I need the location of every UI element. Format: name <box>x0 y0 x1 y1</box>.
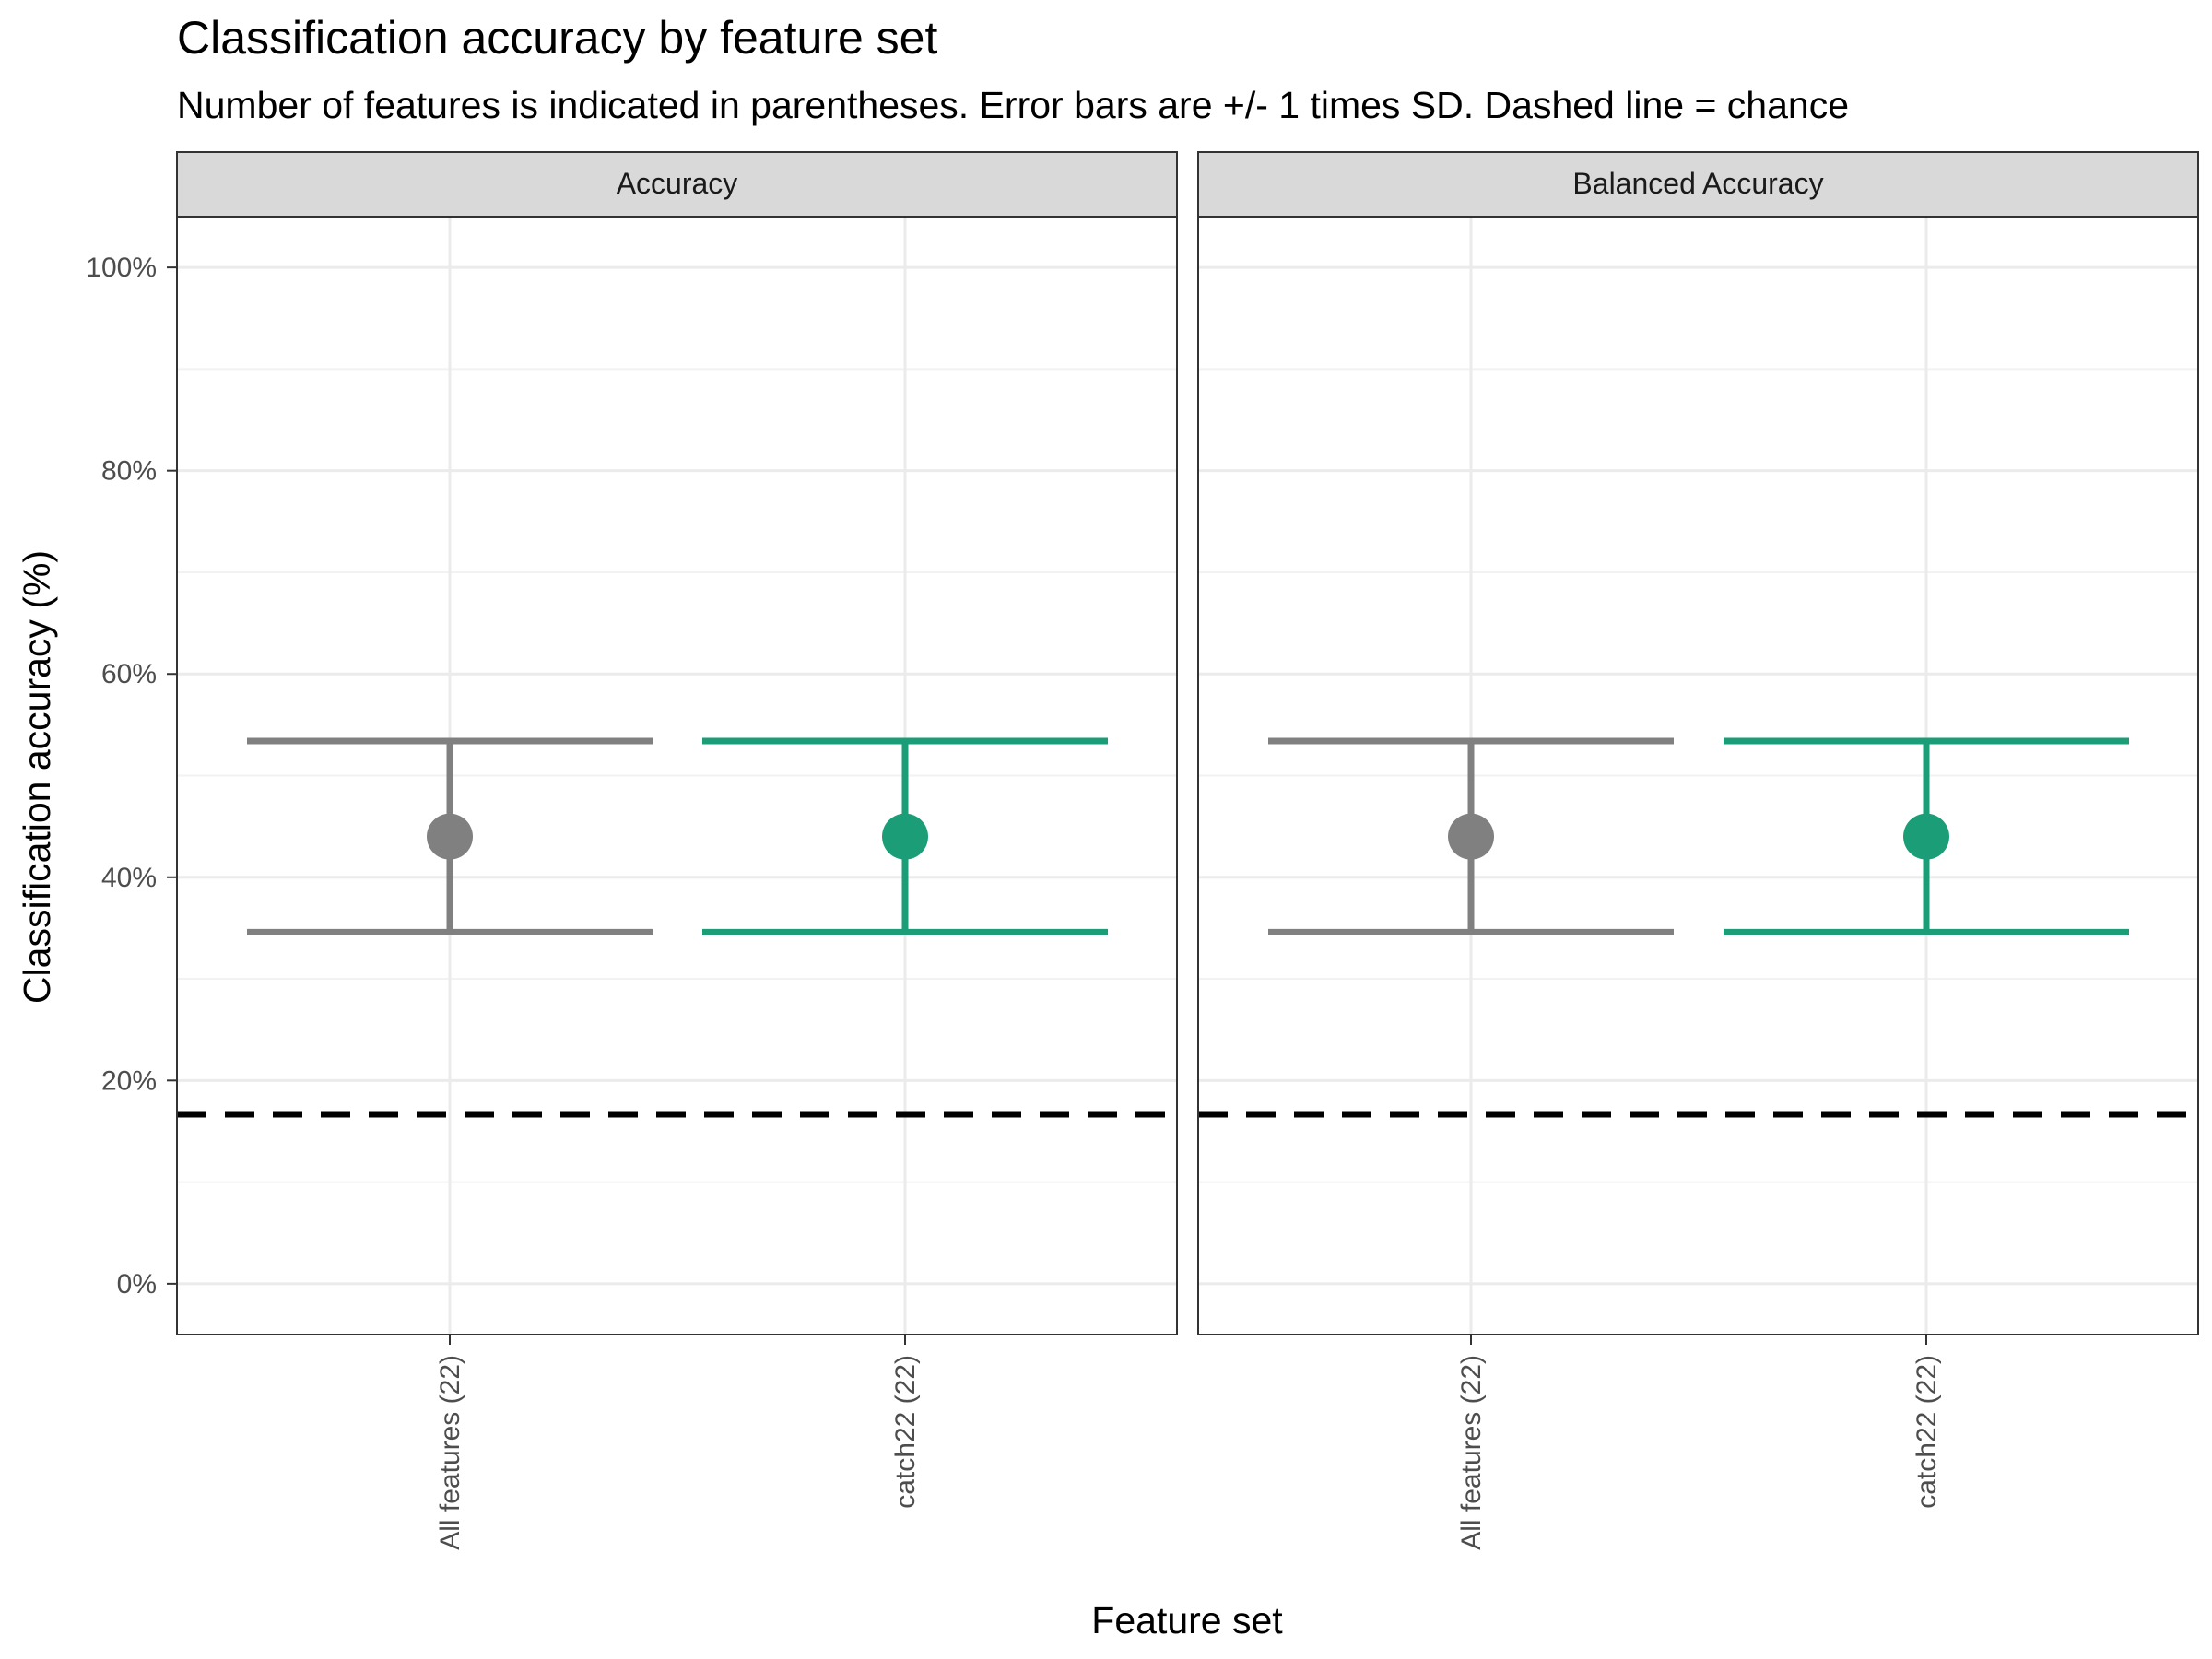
facet-panel: Accuracy All features (22) catch22 (22) <box>176 151 1178 1550</box>
x-axis-title: Feature set <box>1091 1599 1283 1641</box>
facet-strip-label: Accuracy <box>617 167 738 200</box>
y-tick-label: 20% <box>101 1065 157 1096</box>
facet-strip-label: Balanced Accuracy <box>1572 167 1823 200</box>
panel-border <box>1197 216 2199 1335</box>
x-tick-label: catch22 (22) <box>1912 1355 1942 1509</box>
x-tick-label: All features (22) <box>1456 1355 1487 1550</box>
facet-strip <box>176 151 1178 218</box>
mean-point <box>427 813 473 860</box>
x-tick-label: All features (22) <box>435 1355 465 1550</box>
facet-strip <box>1197 151 2199 218</box>
y-tick-label: 100% <box>86 253 157 283</box>
y-axis: 0% 20% 40% 60% 80% 100% <box>86 253 177 1300</box>
panel-border <box>176 216 1178 1335</box>
y-tick-label: 40% <box>101 863 157 893</box>
y-tick-label: 60% <box>101 659 157 689</box>
y-tick-label: 0% <box>117 1269 157 1300</box>
chart-title: Classification accuracy by feature set <box>177 12 937 64</box>
mean-point <box>1903 813 1949 860</box>
facet-panel: Balanced Accuracy All features (22) catch2… <box>1197 151 2199 1550</box>
y-tick-label: 80% <box>101 456 157 487</box>
mean-point <box>1448 813 1494 860</box>
mean-point <box>882 813 928 860</box>
x-tick-label: catch22 (22) <box>890 1355 921 1509</box>
y-axis-title: Classification accuracy (%) <box>16 550 58 1004</box>
chart-subtitle: Number of features is indicated in paren… <box>177 84 1849 126</box>
